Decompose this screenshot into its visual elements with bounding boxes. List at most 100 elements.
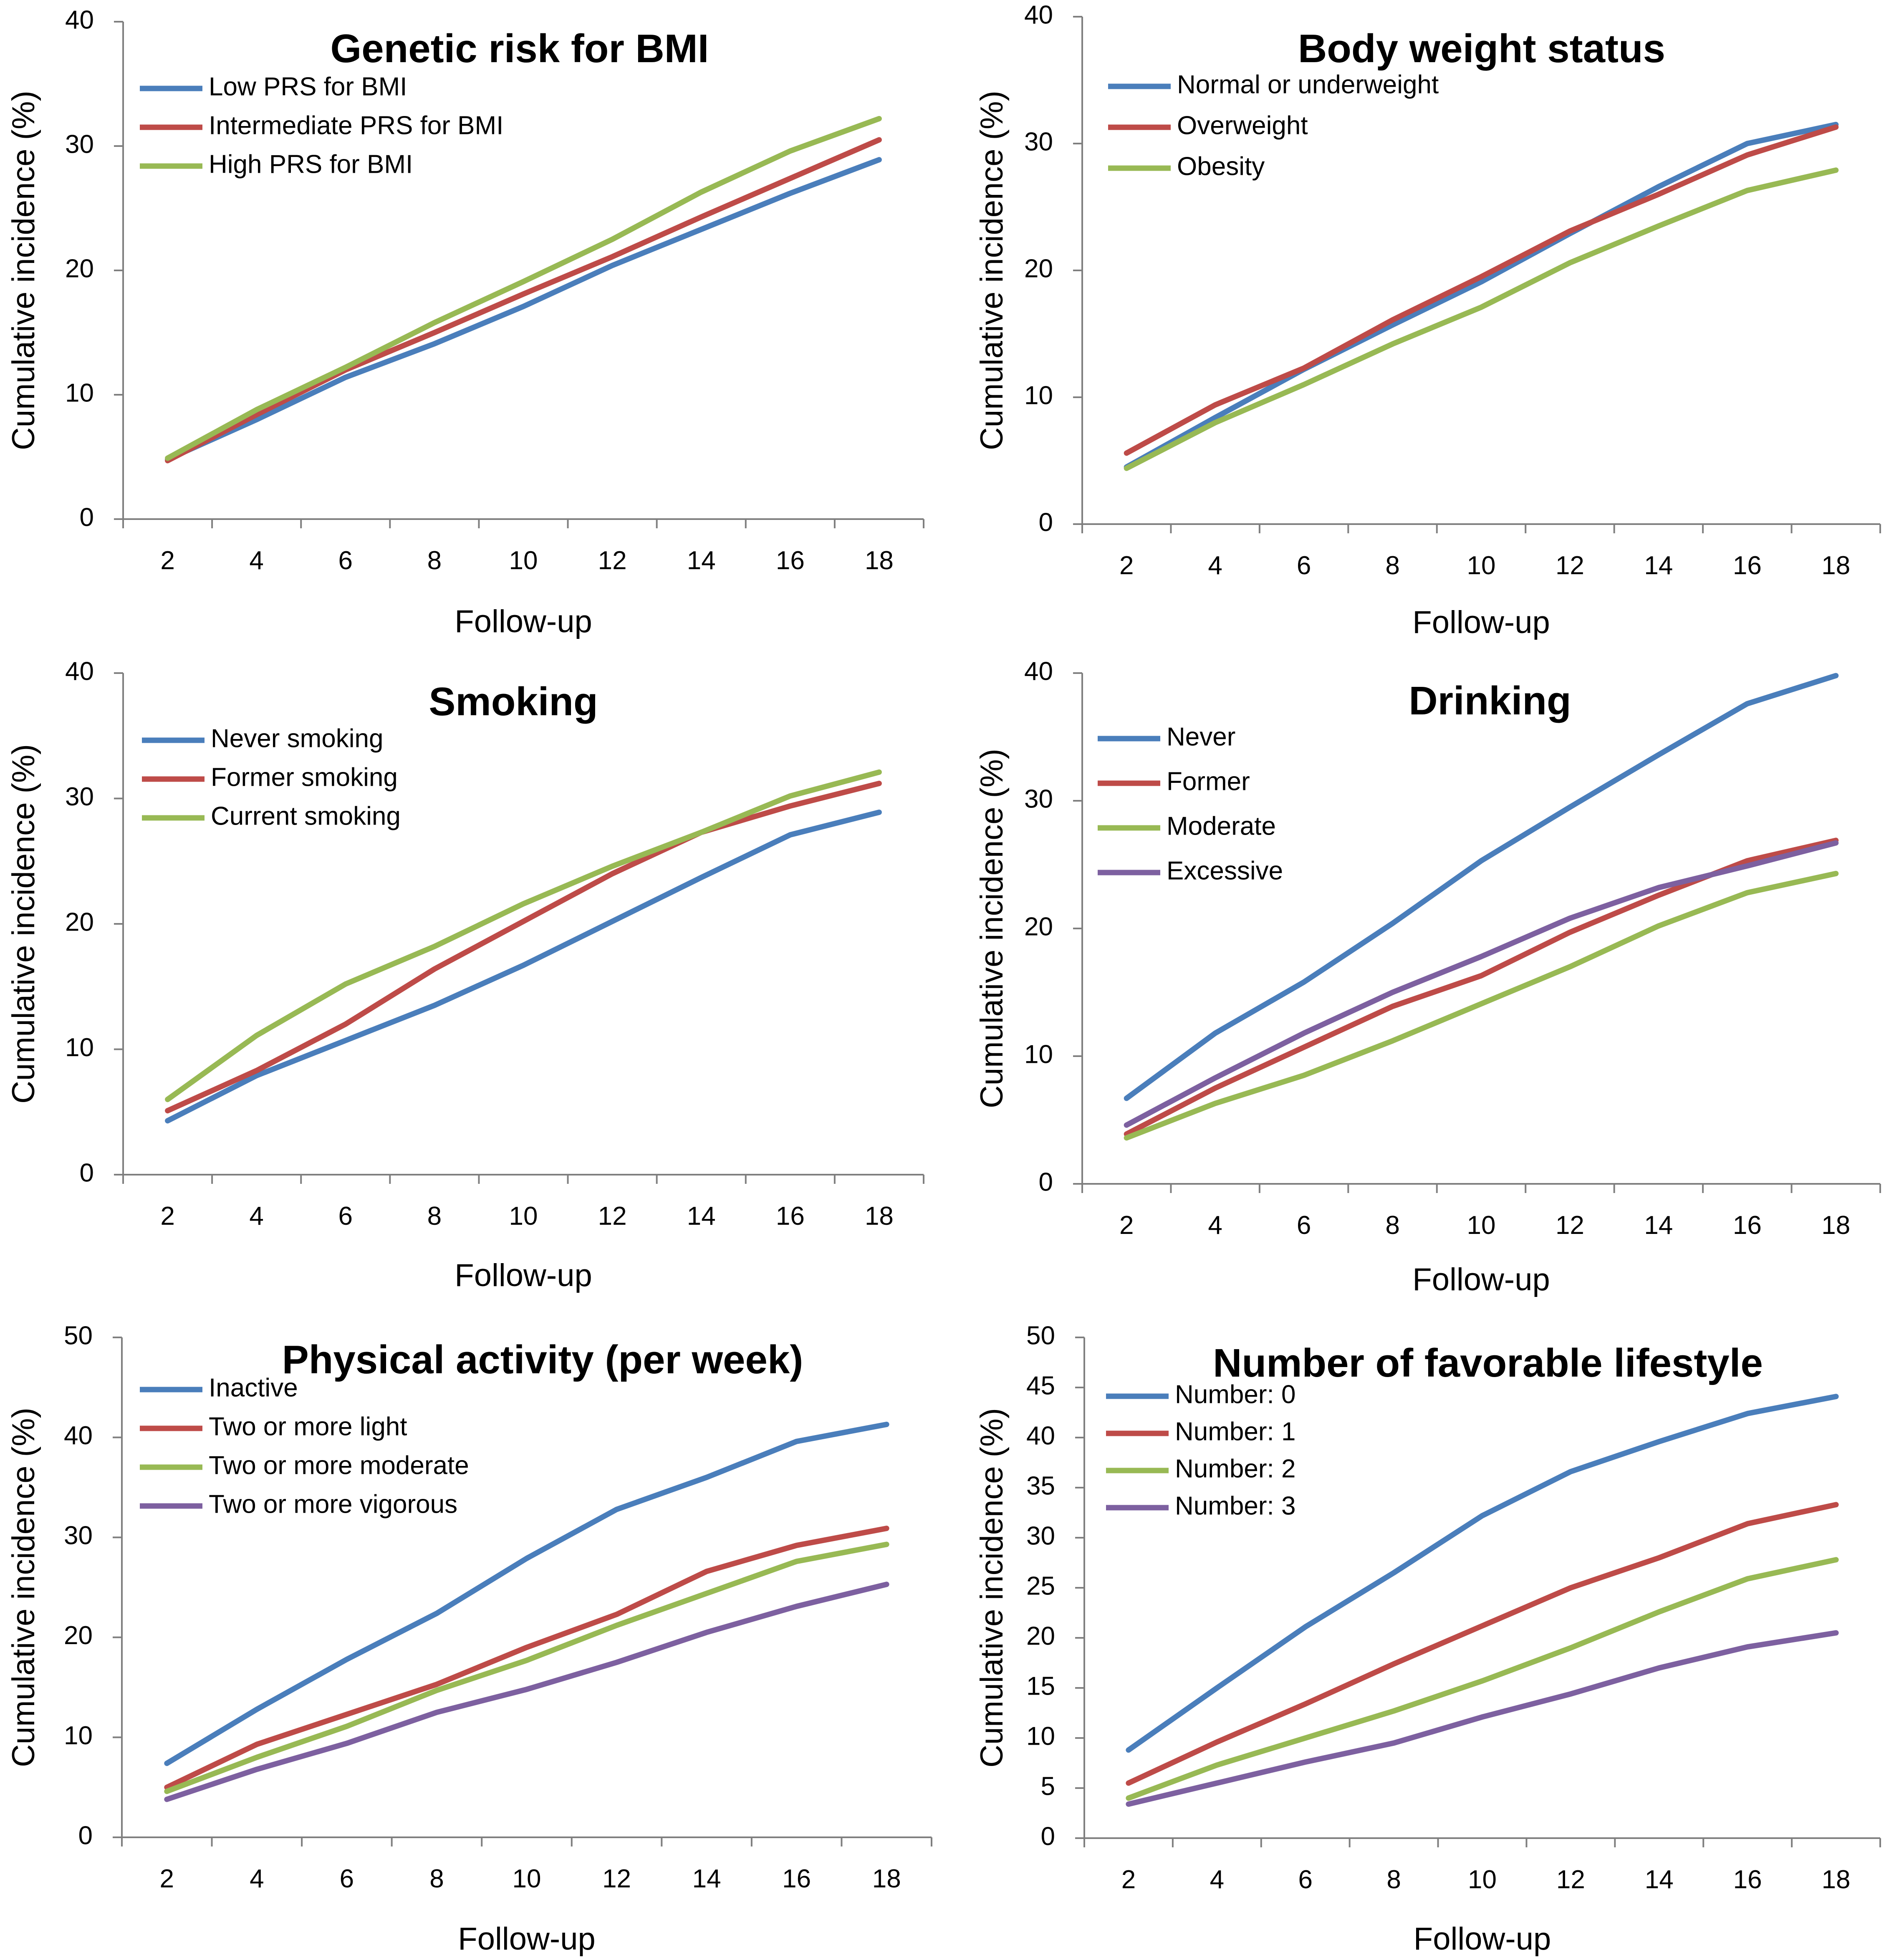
chart-title: Smoking	[429, 679, 598, 724]
x-tick-label: 16	[1733, 1865, 1762, 1894]
x-tick-label: 2	[160, 546, 174, 575]
series-line-obesity	[1124, 167, 1839, 471]
x-tick-label: 4	[249, 546, 263, 575]
y-tick-label: 40	[65, 5, 94, 34]
panel-physical-activity-per-week: Physical activity (per week) 0 10 20 30 40 50 2…	[6, 1321, 932, 1957]
x-tick-label: 16	[1733, 551, 1762, 580]
y-tick-label: 30	[64, 1521, 93, 1550]
series-line-number-0	[1126, 1394, 1839, 1753]
legend-label: Intermediate PRS for BMI	[209, 111, 503, 140]
y-tick-label: 35	[1026, 1471, 1055, 1500]
y-tick-label: 10	[1024, 381, 1053, 410]
chart-title: Number of favorable lifestyle	[1213, 1341, 1763, 1385]
x-tick-label: 16	[776, 1202, 805, 1231]
series-line-overweight	[1124, 124, 1839, 456]
y-axis-label: Cumulative incidence (%)	[6, 1408, 41, 1767]
legend: Number: 0 Number: 1 Number: 2 Number: 3	[1106, 1380, 1295, 1520]
y-axis-label: Cumulative incidence (%)	[6, 91, 41, 450]
series-line-low-prs-for-bmi	[165, 157, 882, 462]
x-tick-label: 6	[338, 1202, 353, 1231]
x-tick-label: 8	[427, 546, 442, 575]
y-tick-label: 0	[80, 503, 94, 532]
series-line-current-smoking	[165, 769, 882, 1102]
y-tick-label: 15	[1026, 1672, 1055, 1700]
legend: Inactive Two or more light Two or more mod…	[140, 1373, 469, 1519]
legend-label: Number: 3	[1175, 1491, 1295, 1520]
legend-label: Normal or underweight	[1177, 70, 1439, 99]
x-tick-label: 18	[1821, 1211, 1850, 1240]
y-tick-label: 20	[64, 1621, 93, 1650]
x-tick-label: 10	[513, 1864, 541, 1893]
legend-label: Obesity	[1177, 152, 1265, 181]
y-tick-label: 0	[1039, 1168, 1053, 1196]
series-line-never	[1124, 673, 1839, 1101]
x-tick-label: 6	[340, 1864, 354, 1893]
y-tick-label: 0	[1041, 1822, 1055, 1851]
y-tick-label: 50	[1026, 1321, 1055, 1350]
series-line-number-1	[1126, 1502, 1839, 1786]
x-tick-label: 10	[1468, 1865, 1497, 1894]
y-tick-label: 0	[80, 1158, 94, 1187]
x-tick-label: 10	[1467, 1211, 1496, 1240]
x-tick-label: 12	[1556, 1211, 1584, 1240]
legend: Never smoking Former smoking Current smoki…	[142, 724, 401, 830]
x-tick-label: 8	[1385, 551, 1399, 580]
y-tick-label: 30	[1024, 785, 1053, 813]
x-tick-label: 4	[249, 1202, 263, 1231]
x-tick-label: 10	[509, 1202, 538, 1231]
y-tick-label: 30	[1026, 1521, 1055, 1550]
legend-label: Number: 1	[1175, 1417, 1295, 1446]
y-tick-label: 10	[65, 1033, 94, 1062]
y-tick-label: 50	[64, 1321, 93, 1350]
x-tick-label: 8	[429, 1864, 444, 1893]
series-line-former-smoking	[165, 780, 882, 1114]
x-tick-label: 14	[1645, 1865, 1674, 1894]
x-tick-label: 8	[1386, 1865, 1401, 1894]
panel-drinking: Drinking 0 10 20 30 40 2 4 6 8 10 12 14 16 18 Follow-up…	[974, 657, 1881, 1297]
y-tick-label: 20	[65, 254, 94, 283]
series-line-moderate	[1124, 870, 1839, 1141]
legend-label: Current smoking	[211, 802, 401, 830]
x-tick-label: 18	[865, 546, 894, 575]
x-tick-label: 6	[1297, 551, 1311, 580]
legend: Never Former Moderate Excessive	[1098, 722, 1283, 885]
legend-label: Never smoking	[211, 724, 383, 753]
y-tick-label: 0	[78, 1821, 93, 1850]
series-line-two-or-more-moderate	[164, 1541, 889, 1794]
x-tick-label: 18	[1821, 551, 1850, 580]
x-tick-label: 6	[338, 546, 353, 575]
y-tick-label: 20	[1024, 912, 1053, 941]
series-line-never-smoking	[165, 810, 882, 1124]
y-axis-label: Cumulative incidence (%)	[6, 744, 41, 1104]
panel-genetic-risk-for-bmi: Genetic risk for BMI 0 10 20 30 40 2 4 6 8 10 12 14 1…	[6, 5, 924, 639]
x-tick-label: 16	[1733, 1211, 1762, 1240]
y-axis-label: Cumulative incidence (%)	[974, 1408, 1010, 1768]
y-tick-label: 5	[1041, 1772, 1055, 1801]
y-tick-label: 40	[1026, 1421, 1055, 1450]
panel-body-weight-status: Body weight status 0 10 20 30 40 2 4 6 8 10 12 14 16 1…	[974, 0, 1881, 640]
chart-title: Genetic risk for BMI	[331, 26, 709, 71]
x-axis-label: Follow-up	[458, 1921, 595, 1957]
legend-label: Former	[1167, 767, 1250, 796]
y-tick-label: 10	[1024, 1040, 1053, 1069]
x-tick-label: 18	[865, 1202, 894, 1231]
series-line-high-prs-for-bmi	[165, 116, 882, 461]
x-axis-label: Follow-up	[1412, 1262, 1550, 1297]
x-tick-label: 18	[1822, 1865, 1851, 1894]
x-tick-label: 12	[598, 1202, 627, 1231]
series-line-normal-or-underweight	[1124, 121, 1839, 470]
chart-title: Physical activity (per week)	[282, 1337, 803, 1382]
chart-title: Body weight status	[1298, 26, 1665, 71]
legend-label: Never	[1167, 722, 1235, 751]
x-tick-label: 10	[509, 546, 538, 575]
x-tick-label: 16	[776, 546, 805, 575]
x-tick-label: 16	[782, 1864, 811, 1893]
x-tick-label: 12	[602, 1864, 631, 1893]
y-tick-label: 0	[1039, 508, 1053, 537]
x-tick-label: 2	[1119, 1211, 1134, 1240]
x-tick-label: 10	[1467, 551, 1496, 580]
x-tick-label: 18	[872, 1864, 901, 1893]
y-tick-label: 20	[65, 908, 94, 936]
x-tick-label: 8	[427, 1202, 442, 1231]
